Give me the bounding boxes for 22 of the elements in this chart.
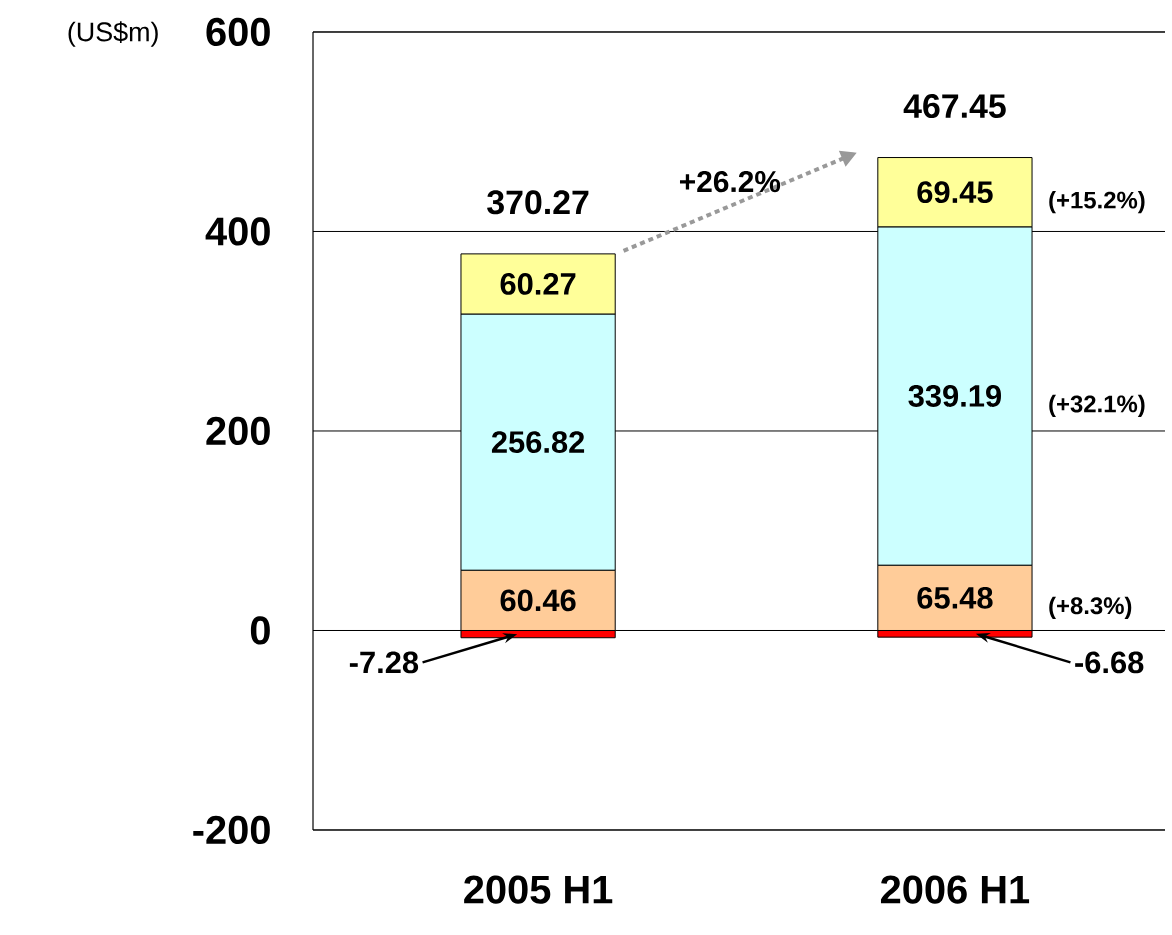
total-label: 467.45 <box>903 94 1006 119</box>
y-tick-label: 400 <box>205 217 270 246</box>
y-axis-title: (US$m) <box>68 21 158 47</box>
y-tick-label: 200 <box>206 416 270 446</box>
data-label: 60.27 <box>500 273 576 295</box>
x-tick-label: 2006 H1 <box>880 875 1030 904</box>
data-label: 339.19 <box>908 385 1001 407</box>
data-label: -6.68 <box>1075 651 1144 674</box>
y-tick-label: 600 <box>206 17 270 47</box>
data-label: 69.45 <box>917 181 993 204</box>
annotation: (+8.3%) <box>1049 596 1132 619</box>
annotation: (+15.2%) <box>1049 191 1145 214</box>
data-label: 65.48 <box>917 586 993 609</box>
annotation: +26.2% <box>679 171 781 193</box>
annotation: (+32.1%) <box>1049 394 1145 418</box>
y-tick-label: -200 <box>193 815 270 845</box>
x-tick-label: 2005 H1 <box>464 875 613 904</box>
data-label: 256.82 <box>491 431 585 454</box>
total-label: 370.27 <box>487 190 589 215</box>
y-tick-label: 0 <box>250 616 270 645</box>
data-label: 60.46 <box>500 589 576 612</box>
data-label: -7.28 <box>349 651 419 674</box>
